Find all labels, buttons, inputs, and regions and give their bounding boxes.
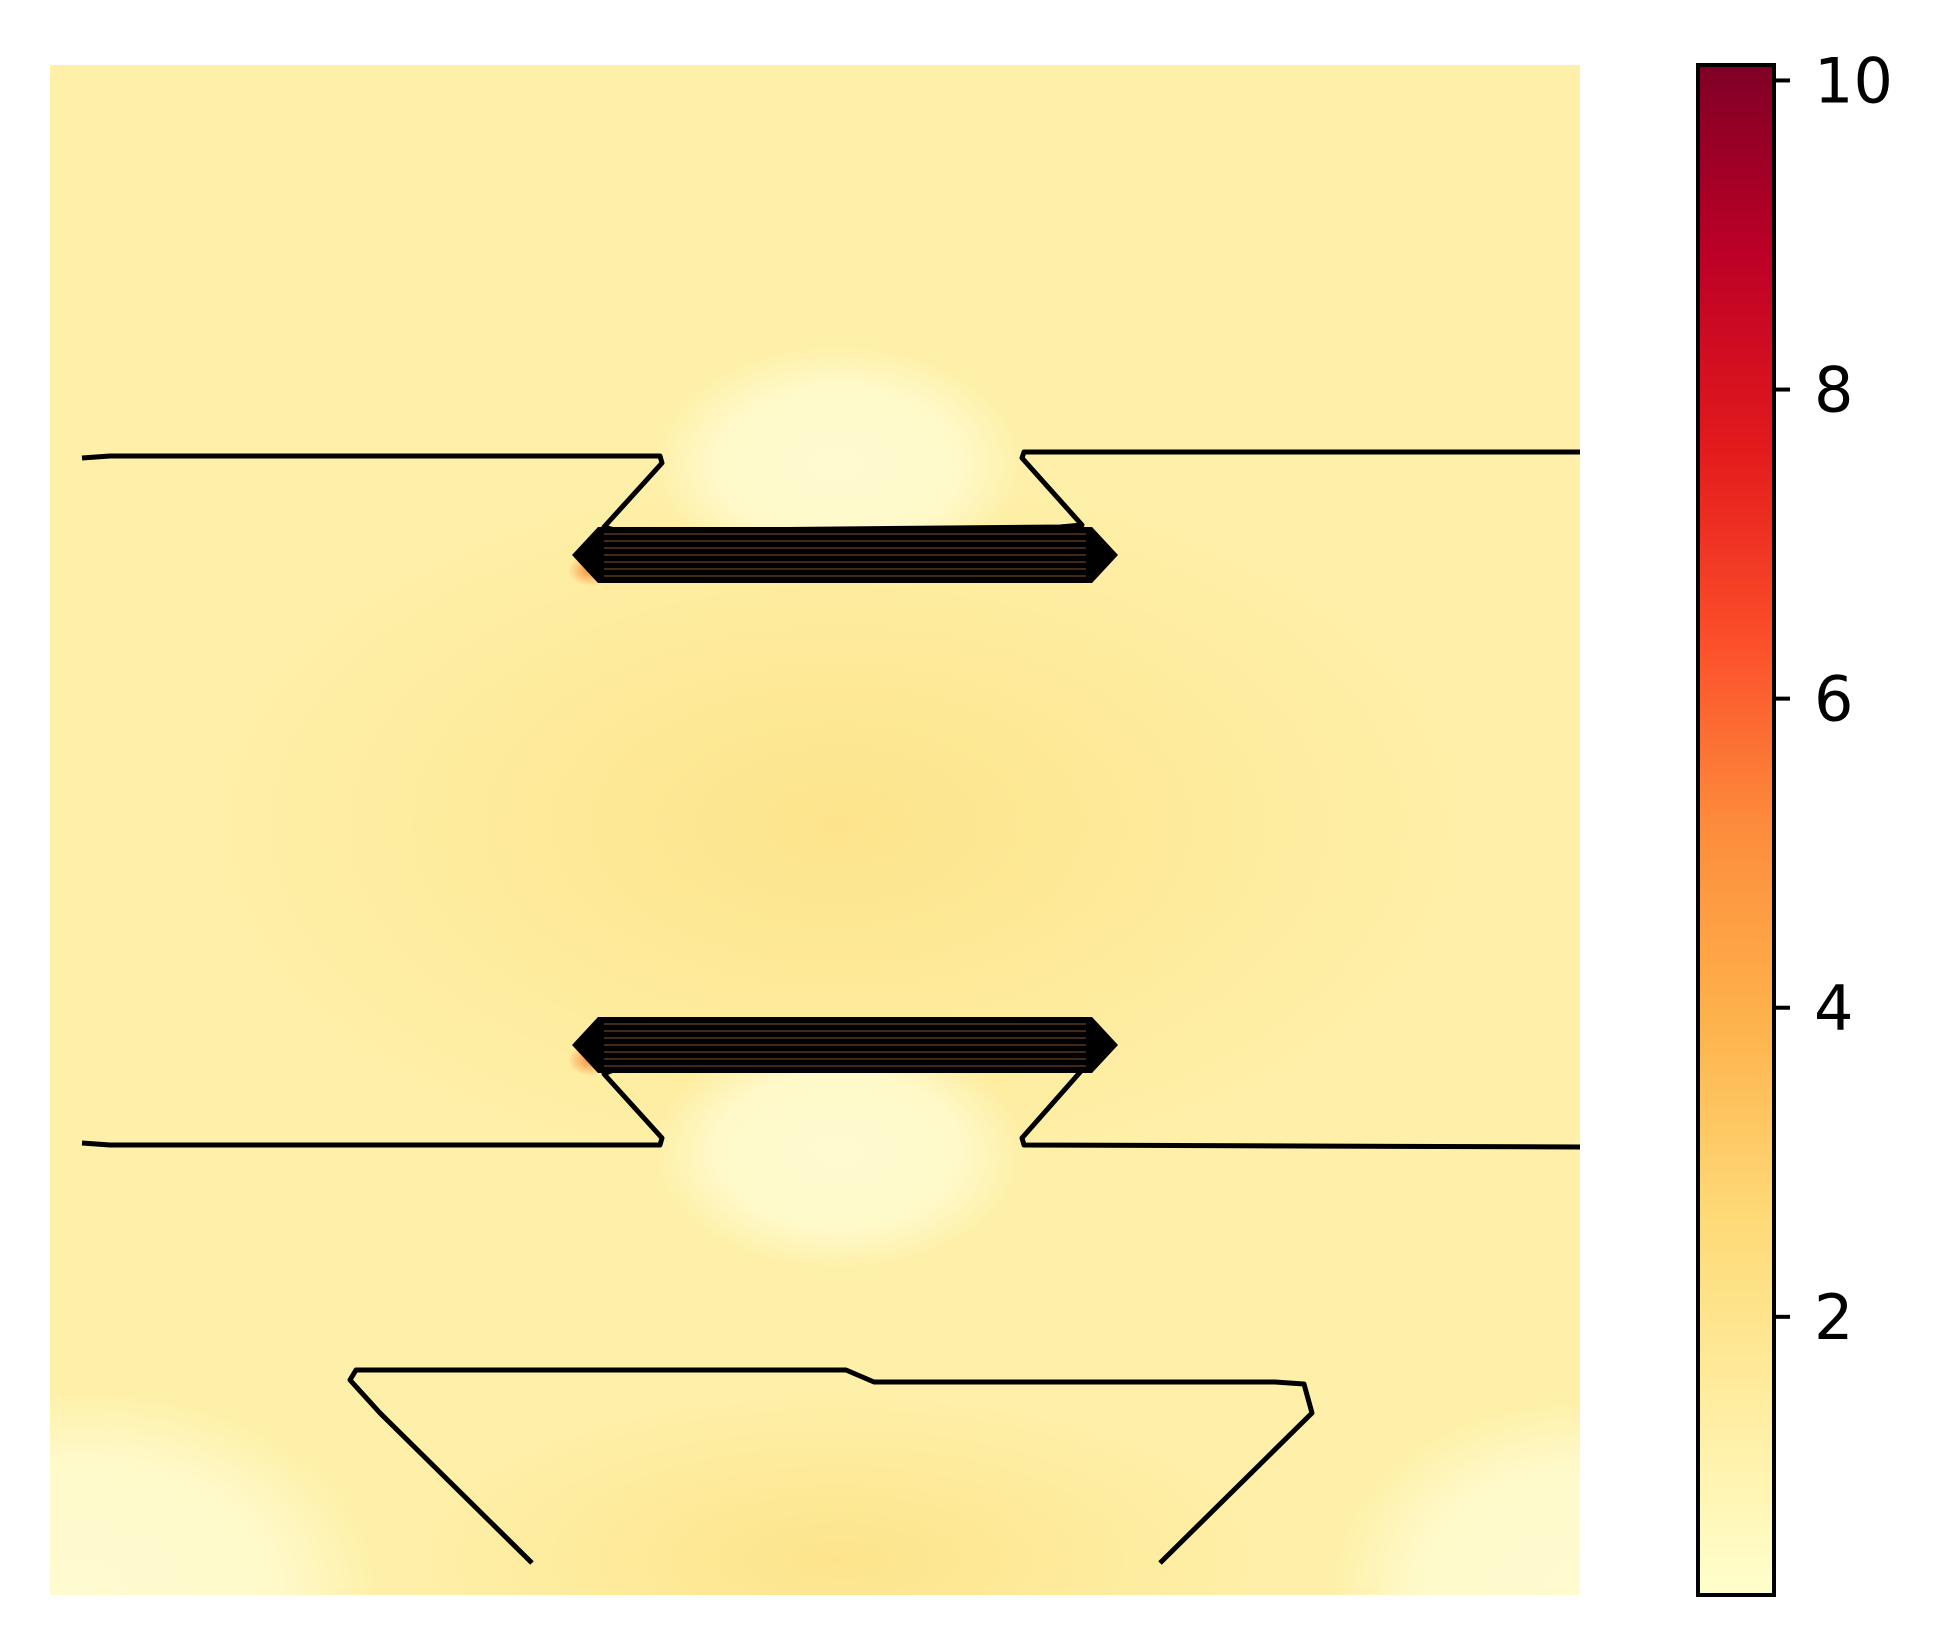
low-region-bottom-right bbox=[1330, 1400, 1580, 1595]
contour-bottom bbox=[347, 1367, 1315, 1565]
heat-region-center bbox=[198, 465, 1478, 1185]
contour-lines bbox=[81, 449, 1581, 1565]
colorbar-frame bbox=[1696, 63, 1776, 1597]
low-region-upper bbox=[653, 345, 1023, 585]
colorbar-tick-label: 8 bbox=[1814, 354, 1853, 427]
low-region-lower bbox=[653, 1030, 1023, 1270]
plot-area bbox=[50, 65, 1580, 1595]
colorbar-tick-label: 6 bbox=[1814, 663, 1853, 736]
colorbar-tick-label: 2 bbox=[1814, 1281, 1853, 1354]
colorbar-tick-label: 4 bbox=[1814, 972, 1853, 1045]
colorbar-tick-label: 10 bbox=[1814, 44, 1893, 117]
contour-band-upper bbox=[572, 527, 1118, 583]
heat-region-bottom bbox=[408, 1390, 1268, 1595]
colorbar-gradient bbox=[1698, 65, 1774, 1595]
low-region-bottom-left bbox=[50, 1390, 380, 1595]
contour-band-lower bbox=[572, 1017, 1118, 1073]
colorbar: 2 4 6 8 10 bbox=[1696, 44, 1893, 1597]
